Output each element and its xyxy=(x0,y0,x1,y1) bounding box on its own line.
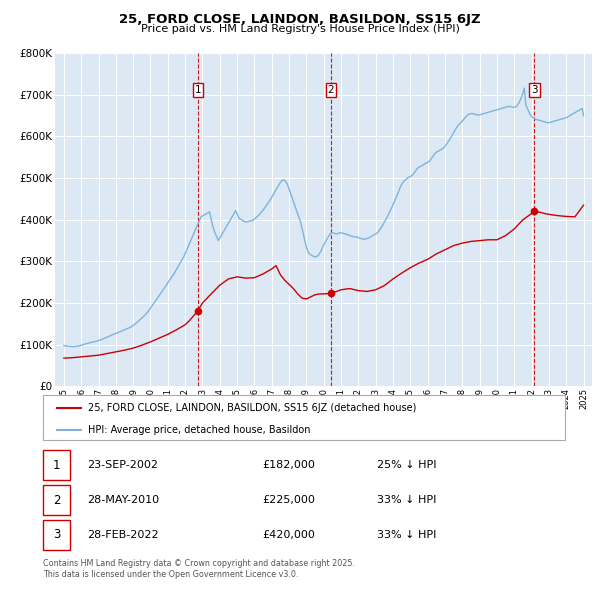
Text: HPI: Average price, detached house, Basildon: HPI: Average price, detached house, Basi… xyxy=(88,425,310,435)
FancyBboxPatch shape xyxy=(43,485,70,515)
FancyBboxPatch shape xyxy=(43,450,70,480)
Text: 2: 2 xyxy=(328,85,334,95)
Text: 25, FORD CLOSE, LAINDON, BASILDON, SS15 6JZ (detached house): 25, FORD CLOSE, LAINDON, BASILDON, SS15 … xyxy=(88,403,416,412)
FancyBboxPatch shape xyxy=(43,520,70,550)
Text: 33% ↓ HPI: 33% ↓ HPI xyxy=(377,495,437,505)
Text: £225,000: £225,000 xyxy=(262,495,316,505)
Text: Price paid vs. HM Land Registry's House Price Index (HPI): Price paid vs. HM Land Registry's House … xyxy=(140,24,460,34)
Text: 23-SEP-2002: 23-SEP-2002 xyxy=(88,460,158,470)
Text: 33% ↓ HPI: 33% ↓ HPI xyxy=(377,530,437,540)
Text: 25, FORD CLOSE, LAINDON, BASILDON, SS15 6JZ: 25, FORD CLOSE, LAINDON, BASILDON, SS15 … xyxy=(119,13,481,26)
FancyBboxPatch shape xyxy=(43,395,565,440)
Text: £182,000: £182,000 xyxy=(262,460,316,470)
Text: 1: 1 xyxy=(194,85,201,95)
Text: 1: 1 xyxy=(53,458,61,471)
Text: 28-FEB-2022: 28-FEB-2022 xyxy=(88,530,159,540)
Text: £420,000: £420,000 xyxy=(262,530,316,540)
Text: 25% ↓ HPI: 25% ↓ HPI xyxy=(377,460,437,470)
Text: 28-MAY-2010: 28-MAY-2010 xyxy=(88,495,160,505)
Text: 2: 2 xyxy=(53,493,61,507)
Text: Contains HM Land Registry data © Crown copyright and database right 2025.
This d: Contains HM Land Registry data © Crown c… xyxy=(43,559,355,579)
Text: 3: 3 xyxy=(531,85,538,95)
Text: 3: 3 xyxy=(53,529,61,542)
